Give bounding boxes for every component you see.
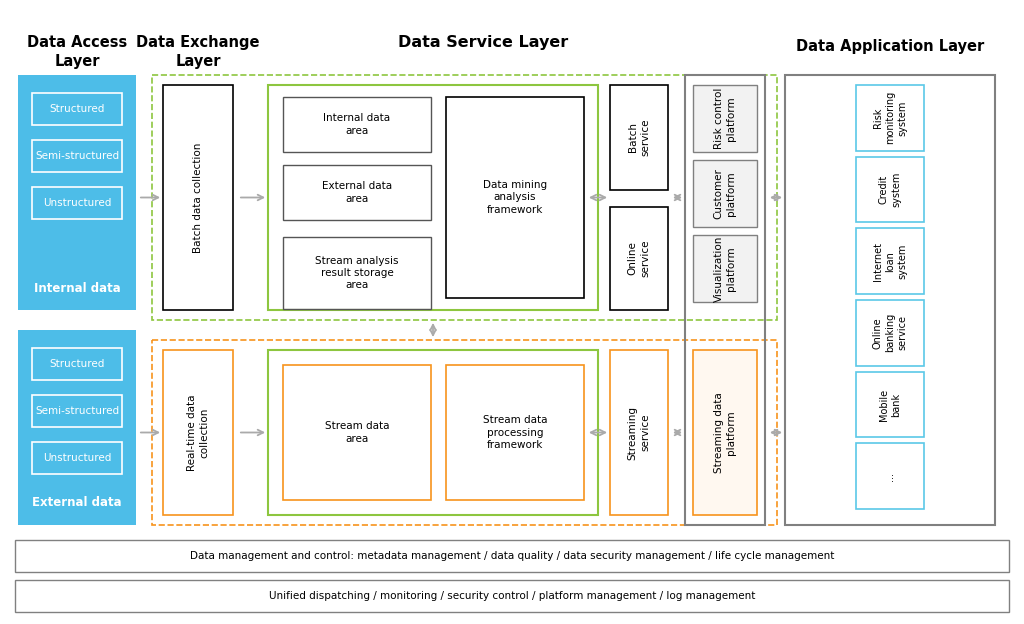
Bar [32,93,122,125]
Text: Data management and control: metadata management / data quality / data security : Data management and control: metadata ma… [189,551,835,561]
Text: Batch
service: Batch service [628,119,650,156]
Text: Real-time data
collection: Real-time data collection [186,394,209,470]
Text: Unstructured: Unstructured [43,198,112,208]
Bar [268,85,598,310]
Bar [693,235,757,302]
Bar [856,157,924,222]
Text: Stream analysis
result storage
area: Stream analysis result storage area [315,256,398,290]
Bar [610,85,668,190]
Bar [610,207,668,310]
Text: Data Application Layer: Data Application Layer [796,39,984,54]
Text: ...: ... [885,472,895,480]
Bar [268,350,598,515]
Bar [32,395,122,427]
Text: Internal data
area: Internal data area [324,114,390,135]
Text: Mobile
bank: Mobile bank [879,388,901,421]
Bar [32,348,122,380]
Text: Structured: Structured [49,104,104,114]
Text: Unified dispatching / monitoring / security control / platform management / log : Unified dispatching / monitoring / secur… [269,591,755,601]
Bar [283,237,431,309]
Bar [15,540,1009,572]
Bar [856,300,924,366]
Text: Data mining
analysis
framework: Data mining analysis framework [483,180,547,215]
Text: Semi-structured: Semi-structured [35,151,119,161]
Bar [18,75,136,310]
Bar [283,165,431,220]
Bar [32,442,122,474]
Text: Stream data
processing
framework: Stream data processing framework [482,415,547,450]
Text: Visualization
platform: Visualization platform [714,235,736,301]
Text: External data: External data [32,497,122,510]
Bar [693,350,757,515]
Bar [685,75,765,525]
Bar [856,372,924,437]
Bar [163,85,233,310]
Text: Data Service Layer: Data Service Layer [398,34,568,49]
Text: Structured: Structured [49,359,104,369]
Bar [856,228,924,294]
Text: Data Exchange
Layer: Data Exchange Layer [136,35,260,69]
Text: Customer
platform: Customer platform [714,168,736,219]
Bar [283,97,431,152]
Bar [693,160,757,227]
Text: Credit
system: Credit system [879,172,901,207]
Bar [610,350,668,515]
Text: Internet
loan
system: Internet loan system [872,241,907,281]
Bar [152,75,777,320]
Bar [32,187,122,219]
Text: Internal data: Internal data [34,281,121,295]
Text: Online
service: Online service [628,240,650,277]
Text: Semi-structured: Semi-structured [35,406,119,416]
Text: Stream data
area: Stream data area [325,421,389,444]
Text: Online
banking
service: Online banking service [872,313,907,353]
Bar [152,340,777,525]
Text: Risk
monitoring
system: Risk monitoring system [872,91,907,145]
Bar [283,365,431,500]
Text: Risk control
platform: Risk control platform [714,88,736,149]
Bar [15,580,1009,612]
Bar [785,75,995,525]
Bar [32,140,122,172]
Bar [446,97,584,298]
Text: Data Access
Layer: Data Access Layer [27,35,127,69]
Bar [163,350,233,515]
Bar [856,443,924,509]
Text: Streaming data
platform: Streaming data platform [714,392,736,473]
Bar [693,85,757,152]
Bar [18,330,136,525]
Bar [856,85,924,150]
Text: External data
area: External data area [322,182,392,203]
Bar [446,365,584,500]
Text: Unstructured: Unstructured [43,453,112,463]
Text: Batch data collection: Batch data collection [193,142,203,253]
Text: Streaming
service: Streaming service [628,406,650,459]
